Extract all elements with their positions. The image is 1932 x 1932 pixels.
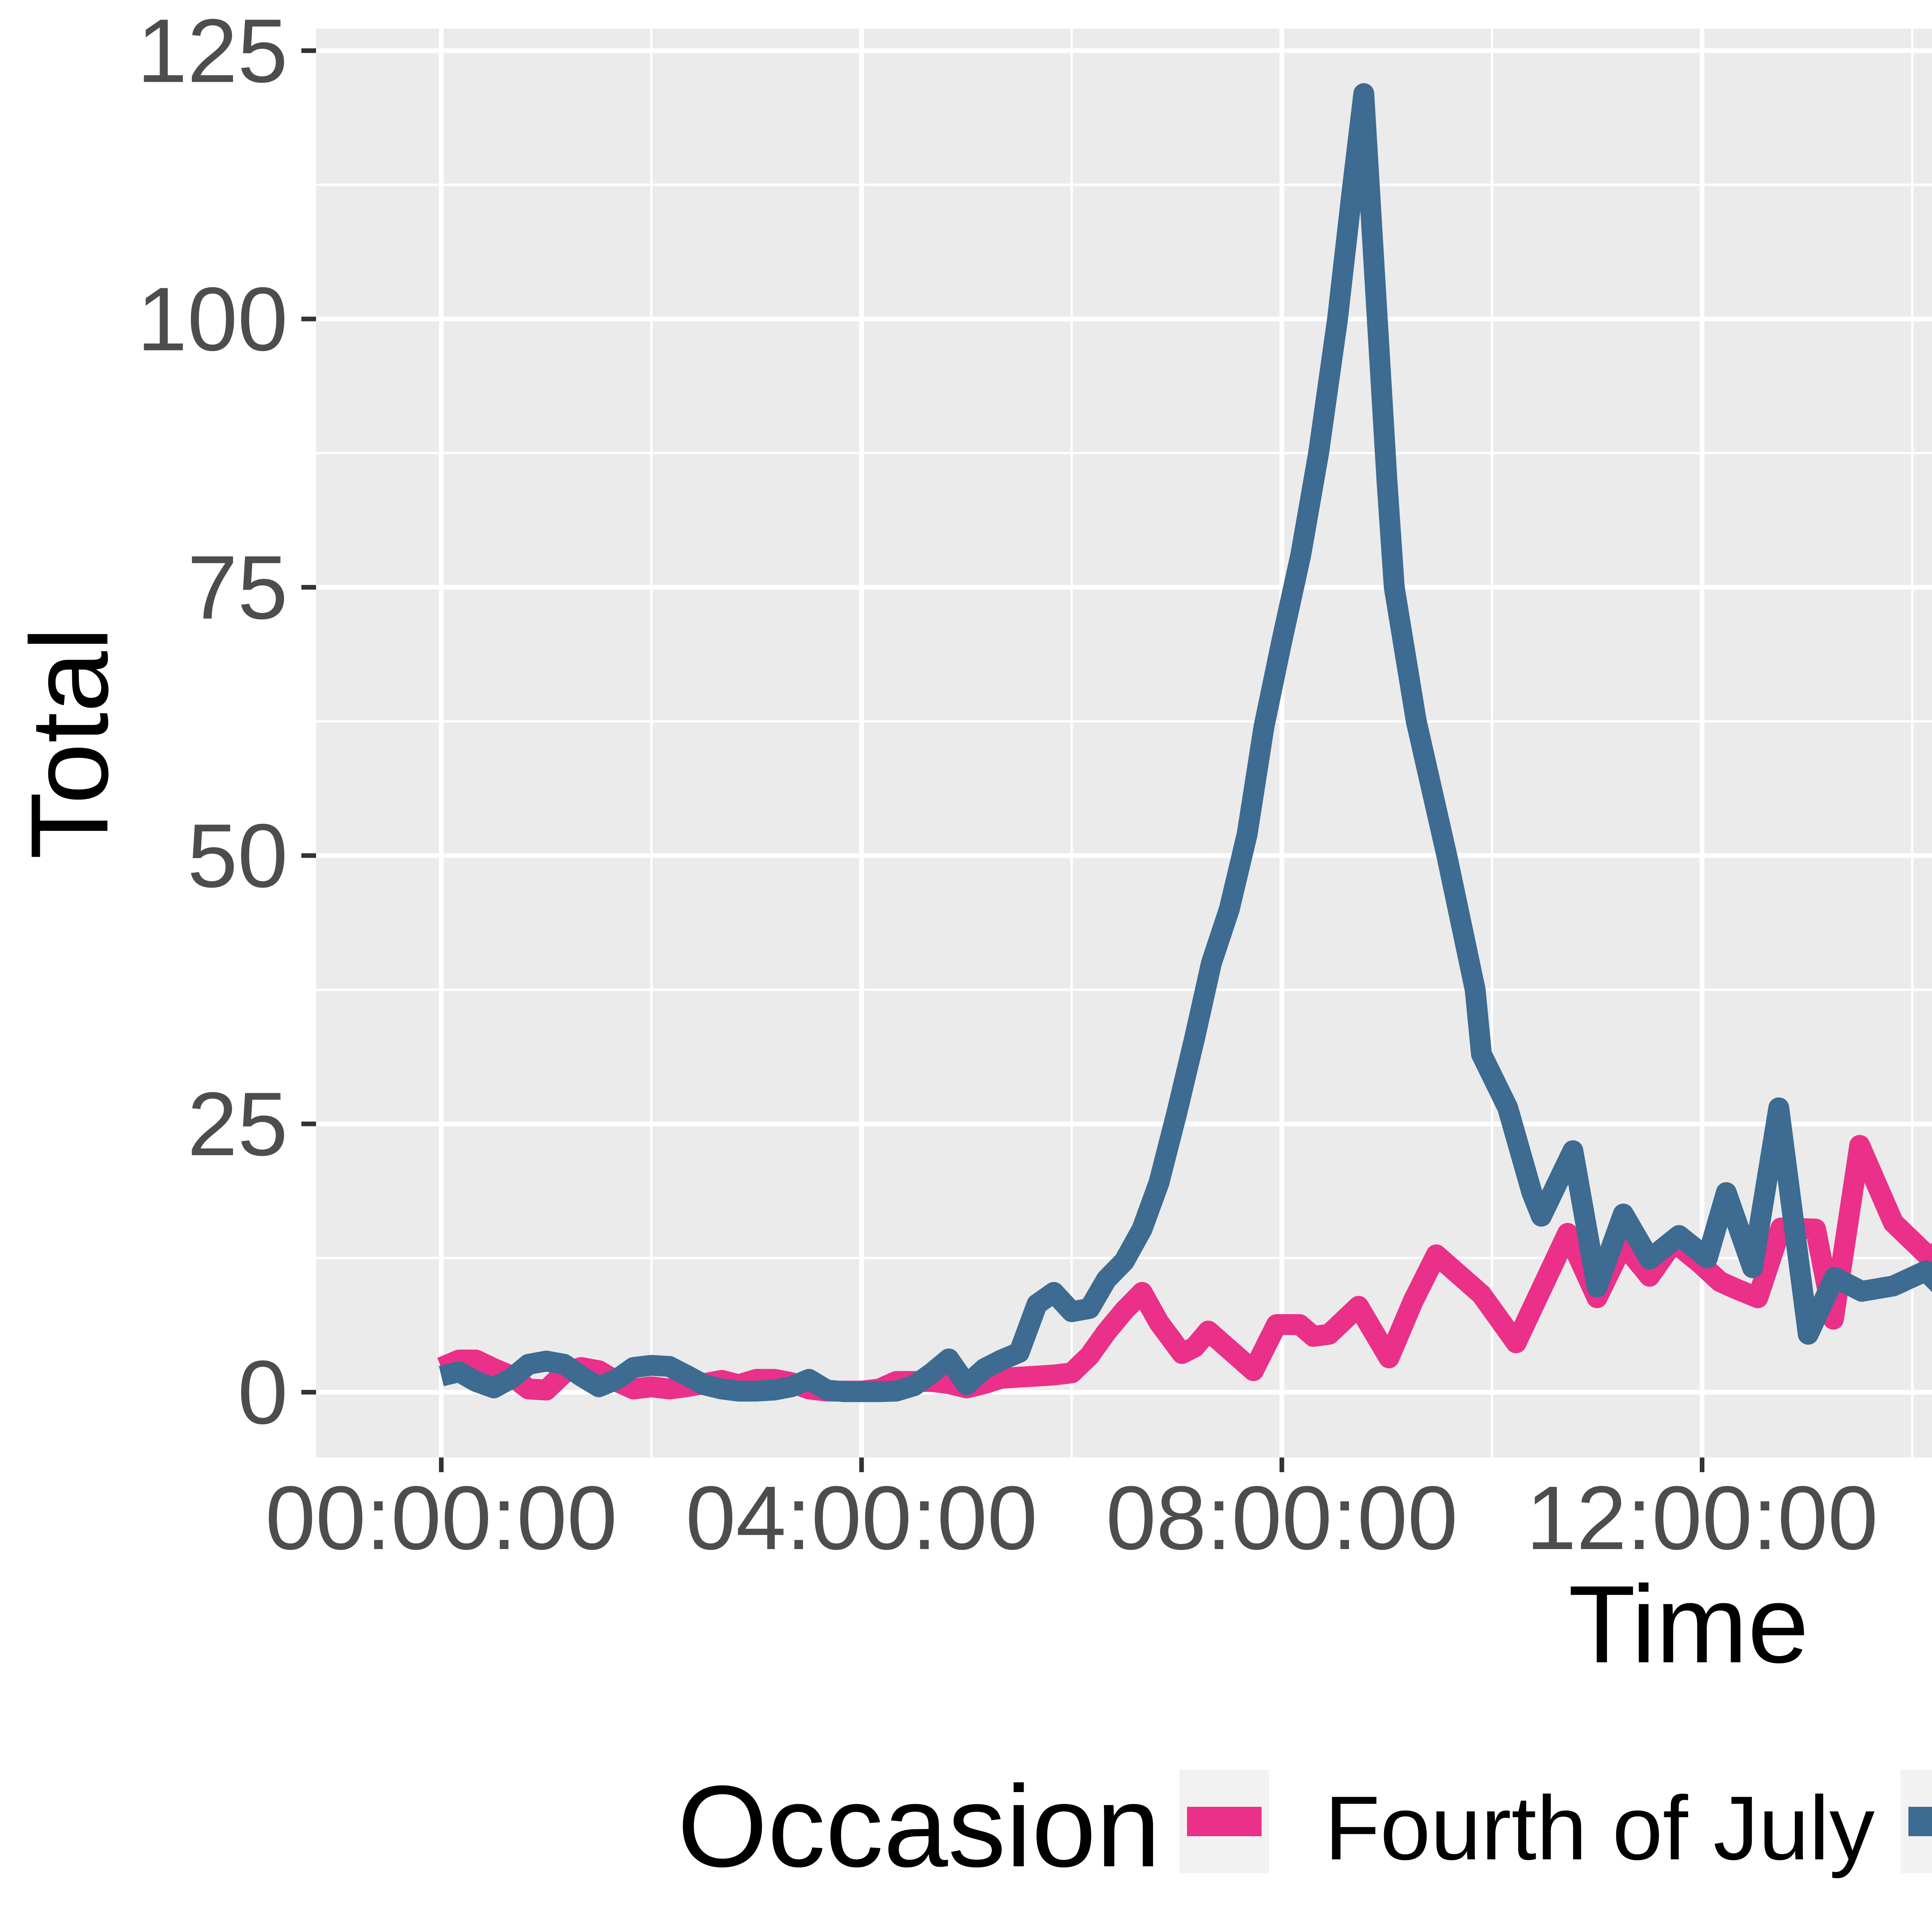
svg-text:75: 75	[187, 537, 288, 638]
svg-text:Total: Total	[8, 627, 131, 859]
svg-text:25: 25	[187, 1073, 288, 1175]
svg-text:125: 125	[137, 0, 288, 101]
svg-text:Fourth of July: Fourth of July	[1325, 1777, 1875, 1879]
svg-text:100: 100	[137, 269, 288, 370]
svg-text:04:00:00: 04:00:00	[685, 1467, 1037, 1568]
svg-text:12:00:00: 12:00:00	[1526, 1467, 1878, 1568]
svg-text:Time: Time	[1568, 1563, 1809, 1686]
svg-text:08:00:00: 08:00:00	[1106, 1467, 1458, 1568]
svg-text:00:00:00: 00:00:00	[265, 1467, 617, 1568]
svg-text:Occasion: Occasion	[677, 1761, 1161, 1891]
svg-text:0: 0	[238, 1342, 288, 1443]
svg-text:50: 50	[187, 805, 288, 906]
